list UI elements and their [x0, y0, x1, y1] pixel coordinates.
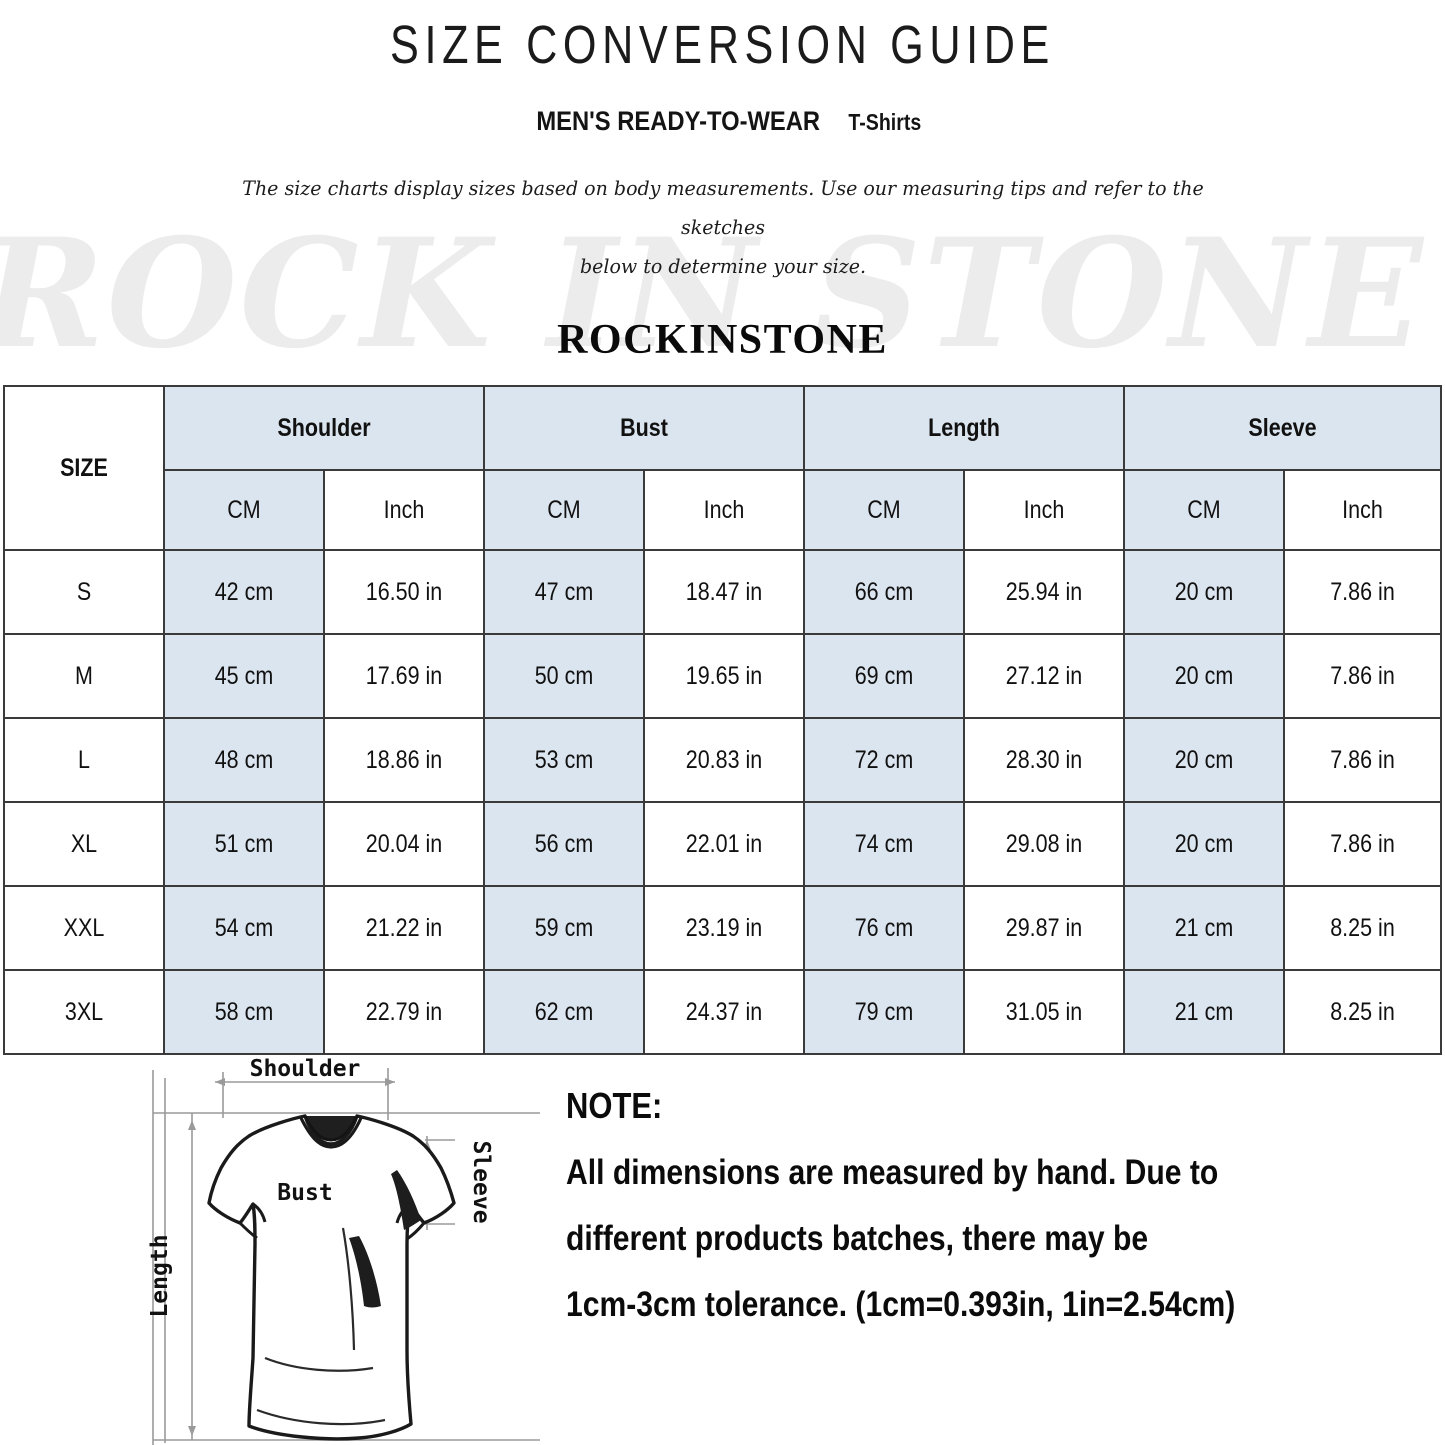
cell-bust-inch: 23.19 in	[643, 885, 805, 971]
cell-length-cm: 76 cm	[803, 885, 965, 971]
label-bust: Bust	[277, 1180, 332, 1206]
cell-size: S	[3, 549, 165, 635]
cell-shoulder-cm: 42 cm	[163, 549, 325, 635]
cell-shoulder-cm: 54 cm	[163, 885, 325, 971]
table-row: XXL 54 cm 21.22 in 59 cm 23.19 in 76 cm …	[3, 885, 1443, 971]
cell-shoulder-inch: 21.22 in	[323, 885, 485, 971]
description-line-2: below to determine your size.	[579, 254, 866, 278]
cell-sleeve-cm: 21 cm	[1123, 885, 1286, 971]
header-unit-shoulder-inch: Inch	[323, 469, 485, 551]
cell-length-inch: 27.12 in	[962, 633, 1126, 719]
subtitle-category: MEN'S READY-TO-WEAR	[536, 106, 821, 136]
cell-sleeve-cm: 20 cm	[1123, 801, 1286, 887]
bottom-section: Shoulder Bust Length Sleeve NOTE: All di…	[0, 1040, 1445, 1445]
cell-bust-cm: 53 cm	[483, 717, 645, 803]
table-row: L 48 cm 18.86 in 53 cm 20.83 in 72 cm 28…	[3, 717, 1443, 803]
table-row: XL 51 cm 20.04 in 56 cm 22.01 in 74 cm 2…	[3, 801, 1443, 887]
cell-sleeve-inch: 7.86 in	[1283, 717, 1443, 803]
cell-bust-cm: 59 cm	[483, 885, 645, 971]
size-conversion-table: SIZE Shoulder Bust Length Sleeve	[3, 385, 1443, 1055]
cell-size: 3XL	[3, 969, 165, 1055]
note-block: NOTE: All dimensions are measured by han…	[566, 1085, 1396, 1351]
cell-length-inch: 31.05 in	[962, 969, 1126, 1055]
header-group-bust: Bust	[483, 385, 805, 471]
cell-length-cm: 79 cm	[803, 969, 965, 1055]
cell-size: XL	[3, 801, 165, 887]
table-row: S 42 cm 16.50 in 47 cm 18.47 in 66 cm 25…	[3, 549, 1443, 635]
cell-size: XXL	[3, 885, 165, 971]
header-unit-shoulder-cm: CM	[163, 469, 325, 551]
cell-shoulder-inch: 17.69 in	[323, 633, 485, 719]
cell-sleeve-cm: 21 cm	[1123, 969, 1286, 1055]
header-unit-bust-inch: Inch	[643, 469, 805, 551]
cell-sleeve-inch: 7.86 in	[1283, 801, 1443, 887]
note-line-3: 1cm-3cm tolerance. (1cm=0.393in, 1in=2.5…	[566, 1285, 1236, 1324]
subtitle-row: MEN'S READY-TO-WEAR T-Shirts	[0, 106, 1445, 137]
cell-length-inch: 28.30 in	[962, 717, 1126, 803]
cell-bust-cm: 56 cm	[483, 801, 645, 887]
table-unit-header-row: CM Inch CM Inch CM Inch CM Inch	[4, 469, 1443, 551]
cell-length-cm: 72 cm	[803, 717, 965, 803]
label-length: Length	[147, 1234, 173, 1317]
tshirt-measurement-diagram: Shoulder Bust Length Sleeve	[145, 1058, 545, 1445]
header-unit-bust-cm: CM	[483, 469, 645, 551]
cell-bust-inch: 18.47 in	[643, 549, 805, 635]
cell-sleeve-cm: 20 cm	[1123, 549, 1286, 635]
cell-bust-cm: 50 cm	[483, 633, 645, 719]
brand-name: ROCKINSTONE	[557, 317, 888, 363]
cell-shoulder-inch: 22.79 in	[323, 969, 485, 1055]
cell-shoulder-inch: 18.86 in	[323, 717, 485, 803]
table-row: 3XL 58 cm 22.79 in 62 cm 24.37 in 79 cm …	[3, 969, 1443, 1055]
header-unit-sleeve-inch: Inch	[1283, 469, 1443, 551]
cell-length-inch: 29.08 in	[962, 801, 1126, 887]
cell-shoulder-inch: 16.50 in	[323, 549, 485, 635]
header-unit-length-inch: Inch	[962, 469, 1126, 551]
description-block: The size charts display sizes based on b…	[238, 169, 1207, 286]
cell-bust-inch: 24.37 in	[643, 969, 805, 1055]
description-line-1: The size charts display sizes based on b…	[241, 176, 1204, 239]
cell-sleeve-inch: 8.25 in	[1283, 885, 1443, 971]
note-line-1: All dimensions are measured by hand. Due…	[566, 1153, 1219, 1192]
cell-sleeve-inch: 7.86 in	[1283, 633, 1443, 719]
cell-bust-cm: 47 cm	[483, 549, 645, 635]
header-size: SIZE	[3, 385, 165, 551]
cell-shoulder-cm: 58 cm	[163, 969, 325, 1055]
header-group-shoulder: Shoulder	[163, 385, 485, 471]
cell-length-cm: 69 cm	[803, 633, 965, 719]
header-unit-sleeve-cm: CM	[1123, 469, 1286, 551]
cell-size: M	[3, 633, 165, 719]
cell-shoulder-cm: 48 cm	[163, 717, 325, 803]
cell-length-cm: 66 cm	[803, 549, 965, 635]
cell-sleeve-inch: 7.86 in	[1283, 549, 1443, 635]
label-sleeve: Sleeve	[468, 1140, 494, 1223]
table-group-header-row: SIZE Shoulder Bust Length Sleeve	[3, 385, 1443, 551]
cell-shoulder-cm: 51 cm	[163, 801, 325, 887]
cell-sleeve-cm: 20 cm	[1123, 633, 1286, 719]
cell-length-inch: 25.94 in	[962, 549, 1126, 635]
header-unit-length-cm: CM	[803, 469, 965, 551]
page-title: SIZE CONVERSION GUIDE	[390, 15, 1055, 75]
cell-bust-inch: 20.83 in	[643, 717, 805, 803]
cell-sleeve-inch: 8.25 in	[1283, 969, 1443, 1055]
cell-bust-inch: 22.01 in	[643, 801, 805, 887]
note-line-2: different products batches, there may be	[566, 1219, 1149, 1258]
label-shoulder: Shoulder	[250, 1058, 361, 1082]
table-row: M 45 cm 17.69 in 50 cm 19.65 in 69 cm 27…	[3, 633, 1443, 719]
cell-shoulder-cm: 45 cm	[163, 633, 325, 719]
size-table-container: SIZE Shoulder Bust Length Sleeve	[3, 385, 1443, 1055]
note-title: NOTE:	[566, 1085, 663, 1126]
cell-sleeve-cm: 20 cm	[1123, 717, 1286, 803]
cell-size: L	[3, 717, 165, 803]
cell-length-cm: 74 cm	[803, 801, 965, 887]
header-block: SIZE CONVERSION GUIDE MEN'S READY-TO-WEA…	[0, 0, 1445, 364]
cell-shoulder-inch: 20.04 in	[323, 801, 485, 887]
cell-bust-inch: 19.65 in	[643, 633, 805, 719]
cell-length-inch: 29.87 in	[962, 885, 1126, 971]
header-group-length: Length	[802, 385, 1126, 471]
subtitle-product: T-Shirts	[848, 109, 922, 135]
cell-bust-cm: 62 cm	[483, 969, 645, 1055]
header-group-sleeve: Sleeve	[1123, 385, 1443, 471]
